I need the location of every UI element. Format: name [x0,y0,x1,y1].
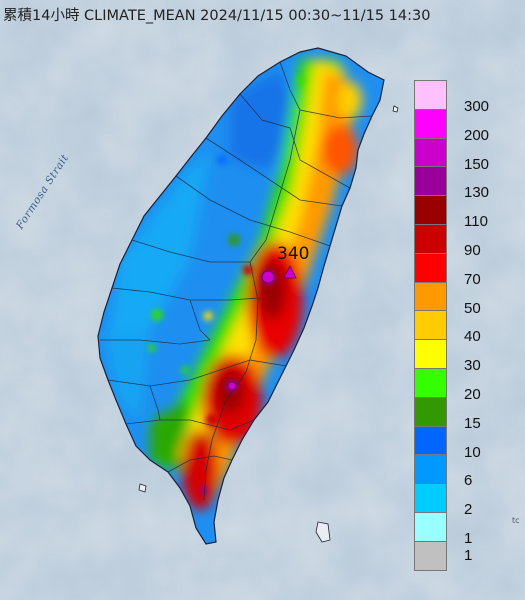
legend-swatch [414,540,447,571]
corner-mark: tc [512,516,520,525]
map-title: 累積14小時 CLIMATE_MEAN 2024/11/15 00:30~11/… [3,8,431,24]
legend-swatch [414,512,447,542]
legend-swatch [414,396,447,427]
legend-swatch [414,310,447,341]
legend-label: 1 [464,546,473,564]
legend-swatch [414,195,447,225]
offshore-islands [138,105,399,543]
legend-swatch [414,137,447,168]
legend-swatch [414,224,447,254]
legend-label: 6 [464,472,473,490]
legend-swatch [414,483,447,513]
legend-swatch [414,368,447,398]
legend-label: 15 [464,414,481,432]
legend-label: 1 [464,530,473,547]
peak-value-label: 340 [277,244,310,264]
legend-label: 90 [464,242,481,259]
legend-swatch [414,454,447,485]
legend-swatch [414,80,447,110]
legend-swatch [414,339,447,369]
legend-label: 130 [464,184,490,202]
peak-circle-marker [261,270,275,284]
legend-label: 50 [464,299,481,317]
legend-swatch [414,108,447,139]
legend-label: 20 [464,386,481,403]
peak-triangle-marker [283,265,297,279]
legend-label: 10 [464,443,481,461]
legend-label: 300 [464,98,490,115]
legend-label: 110 [464,213,488,231]
legend-label: 70 [464,270,481,288]
legend-swatch [414,252,447,283]
legend-swatch [414,281,447,312]
legend-label: 200 [464,126,490,144]
legend-swatch [414,166,447,197]
legend-label: 150 [464,155,490,173]
legend-label: 30 [464,357,481,375]
legend-label: 40 [464,328,481,346]
legend-label: 2 [464,501,473,519]
legend-swatch [414,425,447,456]
peak-circle-marker-2 [227,381,237,391]
